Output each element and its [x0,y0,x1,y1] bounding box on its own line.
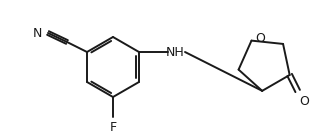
Text: F: F [109,121,117,134]
Text: N: N [33,27,42,39]
Text: O: O [300,95,309,108]
Text: O: O [255,32,265,45]
Text: NH: NH [166,45,185,59]
